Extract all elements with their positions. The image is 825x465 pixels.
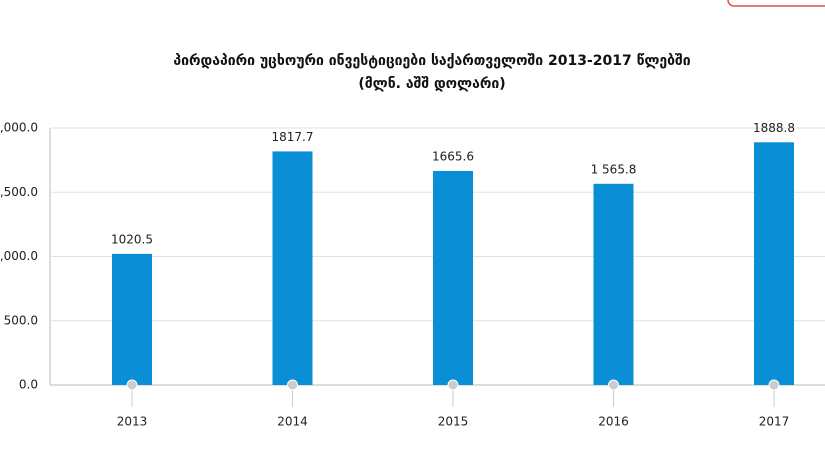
- x-tick-label: 2017: [759, 415, 790, 429]
- chart-title: პირდაპირი უცხოური ინვესტიციები საქართველ…: [173, 53, 690, 69]
- point-dot: [447, 379, 459, 391]
- x-tick-label: 2013: [117, 415, 148, 429]
- chart-subtitle: (მლნ. აშშ დოლარი): [358, 76, 505, 92]
- point-dot: [608, 379, 619, 391]
- y-tick-label: 1,500.0: [0, 185, 38, 199]
- x-tick-label: 2016: [598, 415, 629, 429]
- bar: [593, 183, 634, 385]
- value-label: 1665.6: [432, 149, 474, 163]
- value-label: 1817.7: [272, 130, 314, 144]
- y-tick-label: 500.0: [4, 313, 38, 327]
- bar: [433, 170, 473, 385]
- bar: [754, 142, 794, 385]
- value-label: 1020.5: [111, 232, 153, 246]
- point-dot: [126, 379, 138, 391]
- value-label: 1888.8: [753, 121, 795, 135]
- corner-button: [727, 0, 825, 7]
- point-dot: [287, 379, 298, 391]
- x-tick-label: 2014: [277, 415, 308, 429]
- y-tick-label: 2,000.0: [0, 121, 38, 135]
- bar: [272, 151, 313, 385]
- x-tick-label: 2015: [438, 415, 469, 429]
- y-tick-label: 0.0: [19, 378, 38, 392]
- point-dot: [768, 379, 780, 391]
- value-label: 1 565.8: [591, 162, 637, 176]
- bar: [112, 253, 152, 385]
- y-tick-label: 1,000.0: [0, 249, 38, 263]
